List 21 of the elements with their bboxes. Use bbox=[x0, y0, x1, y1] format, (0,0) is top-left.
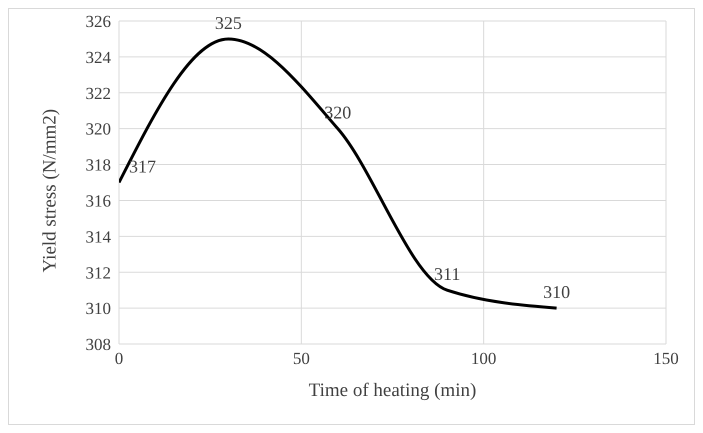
data-label: 317 bbox=[129, 156, 156, 176]
x-axis-title: Time of heating (min) bbox=[308, 380, 476, 401]
x-tick-label: 150 bbox=[653, 349, 679, 368]
data-label: 325 bbox=[214, 12, 242, 33]
x-tick-label: 50 bbox=[292, 349, 310, 368]
y-tick-label: 322 bbox=[86, 84, 111, 103]
y-axis-title: Yield stress (N/mm2) bbox=[40, 108, 61, 272]
y-tick-label: 316 bbox=[86, 191, 111, 210]
data-label: 320 bbox=[324, 102, 352, 123]
data-label: 311 bbox=[434, 264, 460, 284]
y-tick-label: 312 bbox=[86, 263, 111, 282]
y-tick-label: 310 bbox=[86, 299, 111, 318]
y-tick-label: 314 bbox=[86, 227, 112, 246]
y-tick-label: 326 bbox=[86, 12, 111, 32]
y-tick-label: 320 bbox=[86, 120, 111, 139]
x-tick-label: 100 bbox=[470, 349, 496, 368]
data-label: 310 bbox=[543, 282, 570, 302]
y-tick-label: 318 bbox=[86, 156, 111, 175]
x-tick-label: 0 bbox=[114, 349, 124, 368]
y-tick-label: 308 bbox=[86, 335, 111, 354]
y-tick-label: 324 bbox=[86, 48, 112, 67]
